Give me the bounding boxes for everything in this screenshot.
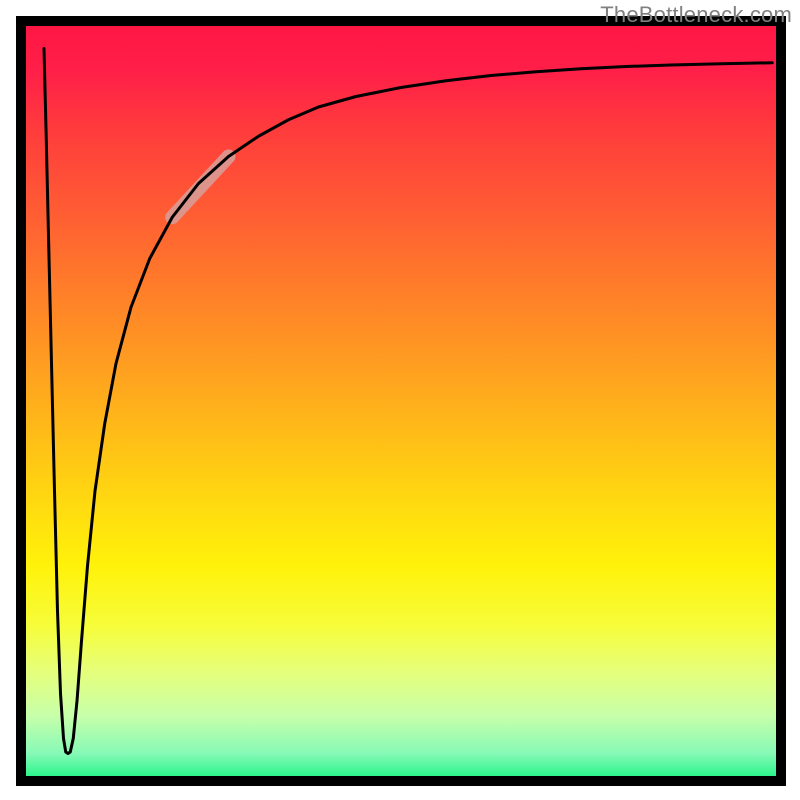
watermark-text: TheBottleneck.com bbox=[600, 2, 792, 28]
chart-container: TheBottleneck.com bbox=[0, 0, 800, 800]
bottleneck-chart bbox=[0, 0, 800, 800]
chart-background bbox=[26, 26, 776, 776]
